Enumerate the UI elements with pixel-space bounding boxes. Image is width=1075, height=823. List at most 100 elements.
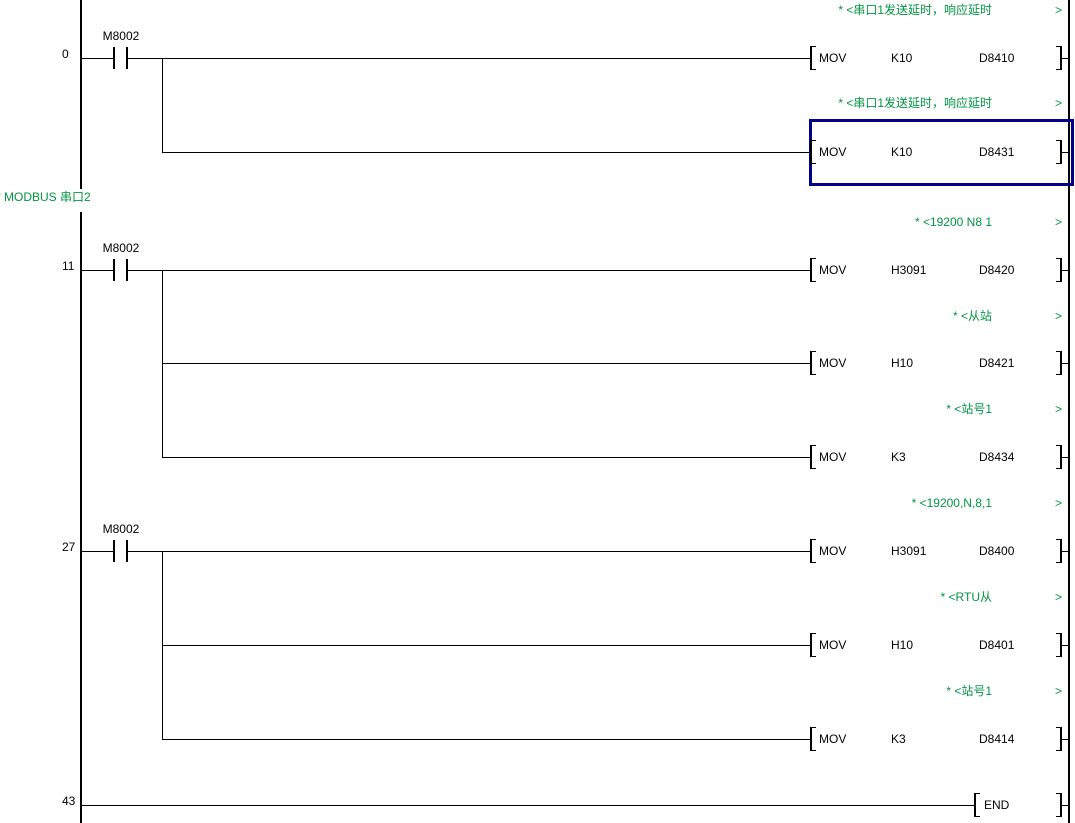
rung-number: 43 — [62, 794, 76, 808]
note-comment[interactable]: * <从站 — [952, 309, 992, 323]
note-close-marker: > — [1055, 215, 1063, 229]
instruction-op: END — [984, 798, 1010, 812]
instruction-right-bracket — [1056, 793, 1062, 817]
wire — [128, 270, 810, 271]
wire — [162, 645, 810, 646]
instruction-left-bracket — [810, 445, 816, 469]
wire — [1062, 739, 1069, 740]
instruction-operand-dst: D8414 — [979, 732, 1015, 746]
instruction-operand-src: K10 — [891, 51, 913, 65]
wire — [81, 551, 114, 552]
instruction-op: MOV — [819, 544, 847, 558]
note-close-marker: > — [1055, 96, 1063, 110]
wire — [81, 805, 974, 806]
instruction-left-bracket — [974, 793, 980, 817]
note-comment[interactable]: * <19200 N8 1 — [914, 215, 992, 229]
instruction-operand-dst: D8434 — [979, 450, 1015, 464]
selection-cursor — [809, 119, 1074, 186]
note-comment[interactable]: * <串口1发送延时，响应延时 — [838, 96, 992, 110]
instruction-left-bracket — [810, 140, 816, 164]
instruction-operand-src: H3091 — [891, 544, 927, 558]
rung-number: 0 — [62, 47, 69, 61]
instruction-operand-dst: D8421 — [979, 356, 1015, 370]
instruction-op: MOV — [819, 732, 847, 746]
instruction-right-bracket — [1056, 445, 1062, 469]
instruction-right-bracket — [1056, 140, 1062, 164]
wire — [1062, 645, 1069, 646]
rung-number: 27 — [62, 540, 76, 554]
instruction-operand-dst: D8431 — [979, 145, 1015, 159]
wire — [1062, 457, 1069, 458]
wire — [162, 739, 810, 740]
instruction-left-bracket — [810, 539, 816, 563]
contact-label: M8002 — [102, 29, 140, 43]
right-power-rail — [1068, 0, 1070, 823]
instruction-op: MOV — [819, 356, 847, 370]
instruction-op: MOV — [819, 51, 847, 65]
contact-bar — [126, 540, 128, 562]
wire — [162, 457, 810, 458]
left-power-rail-lower — [80, 212, 82, 823]
contact-bar — [113, 259, 115, 281]
instruction-operand-dst: D8400 — [979, 544, 1015, 558]
instruction-operand-src: H10 — [891, 638, 914, 652]
wire — [1062, 363, 1069, 364]
note-comment[interactable]: * <RTU从 — [940, 590, 992, 604]
contact-bar — [113, 540, 115, 562]
instruction-operand-dst: D8410 — [979, 51, 1015, 65]
instruction-right-bracket — [1056, 351, 1062, 375]
instruction-left-bracket — [810, 351, 816, 375]
note-close-marker: > — [1055, 3, 1063, 17]
instruction-operand-dst: D8401 — [979, 638, 1015, 652]
instruction-operand-src: K10 — [891, 145, 913, 159]
note-comment[interactable]: * <19200,N,8,1 — [911, 496, 992, 510]
wire — [1062, 551, 1069, 552]
instruction-operand-src: H10 — [891, 356, 914, 370]
wire — [128, 58, 810, 59]
note-close-marker: > — [1055, 590, 1063, 604]
instruction-right-bracket — [1056, 539, 1062, 563]
wire — [162, 152, 810, 153]
contact-bar — [113, 47, 115, 69]
instruction-operand-src: H3091 — [891, 263, 927, 277]
wire — [1062, 270, 1069, 271]
note-comment[interactable]: * <串口1发送延时，响应延时 — [838, 3, 992, 17]
instruction-right-bracket — [1056, 633, 1062, 657]
instruction-right-bracket — [1056, 727, 1062, 751]
wire — [128, 551, 810, 552]
contact-bar — [126, 47, 128, 69]
instruction-op: MOV — [819, 638, 847, 652]
wire — [1062, 805, 1069, 806]
instruction-left-bracket — [810, 633, 816, 657]
instruction-left-bracket — [810, 727, 816, 751]
wire — [1062, 58, 1069, 59]
branch-wire — [162, 270, 163, 458]
left-power-rail-upper — [80, 0, 82, 189]
note-comment[interactable]: * <站号1 — [946, 402, 992, 416]
branch-wire — [162, 58, 163, 153]
wire — [162, 363, 810, 364]
instruction-operand-src: K3 — [891, 450, 906, 464]
contact-bar — [126, 259, 128, 281]
line-statement[interactable]: * MODBUS 串口2 — [0, 190, 91, 204]
contact-label: M8002 — [102, 241, 140, 255]
wire — [81, 58, 114, 59]
rung-number: 11 — [62, 259, 75, 273]
note-close-marker: > — [1055, 402, 1063, 416]
instruction-op: MOV — [819, 450, 847, 464]
instruction-operand-dst: D8420 — [979, 263, 1015, 277]
instruction-operand-src: K3 — [891, 732, 906, 746]
note-comment[interactable]: * <站号1 — [946, 684, 992, 698]
note-close-marker: > — [1055, 496, 1063, 510]
note-close-marker: > — [1055, 309, 1063, 323]
contact-label: M8002 — [102, 522, 140, 536]
instruction-left-bracket — [810, 258, 816, 282]
instruction-right-bracket — [1056, 258, 1062, 282]
instruction-right-bracket — [1056, 46, 1062, 70]
wire — [1062, 152, 1069, 153]
instruction-op: MOV — [819, 145, 847, 159]
note-close-marker: > — [1055, 684, 1063, 698]
instruction-left-bracket — [810, 46, 816, 70]
instruction-op: MOV — [819, 263, 847, 277]
